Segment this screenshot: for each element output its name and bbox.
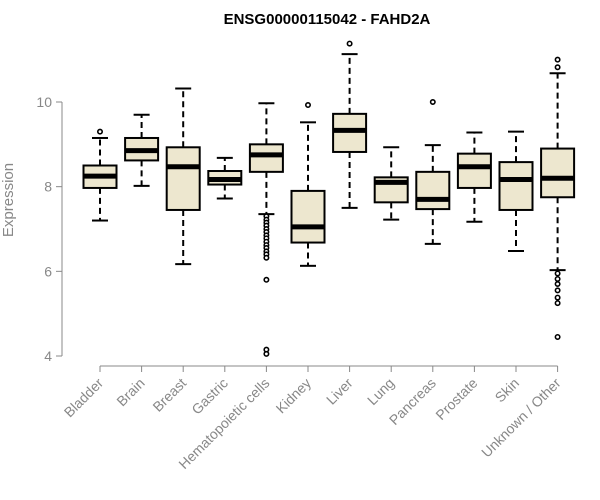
- box-breast: [165, 87, 201, 266]
- box-gastric: [207, 156, 243, 200]
- box-skin: [498, 130, 534, 253]
- x-tick-label: Brain: [113, 375, 147, 409]
- x-tick-label: Liver: [323, 375, 356, 408]
- iqr-box: [332, 112, 368, 153]
- outlier-point: [263, 254, 270, 261]
- outlier-point: [554, 275, 561, 282]
- box-kidney: [290, 101, 326, 267]
- outlier-point: [429, 99, 436, 106]
- iqr-box: [290, 189, 326, 244]
- outlier-point: [554, 56, 561, 63]
- box-prostate: [456, 131, 492, 223]
- chart-title: ENSG00000115042 - FAHD2A: [224, 11, 431, 28]
- outlier-point: [554, 64, 561, 71]
- iqr-box: [540, 147, 576, 199]
- box-liver: [332, 40, 368, 209]
- x-tick-label: Lung: [364, 375, 397, 408]
- y-tick-label: 6: [44, 263, 52, 279]
- iqr-box: [456, 152, 492, 189]
- outlier-point: [263, 276, 270, 283]
- y-tick-label: 10: [36, 94, 52, 110]
- x-tick-label: Skin: [492, 375, 523, 406]
- y-axis: 4 6 8 10: [36, 94, 63, 364]
- box-lung: [373, 146, 409, 221]
- outlier-point: [554, 287, 561, 294]
- y-axis-label: Expression: [0, 163, 17, 237]
- x-tick-label: Prostate: [432, 375, 480, 423]
- outlier-point: [346, 40, 353, 47]
- y-tick-label: 8: [44, 179, 52, 195]
- plot-area: [82, 40, 576, 357]
- iqr-box: [165, 146, 201, 211]
- iqr-box: [248, 143, 284, 173]
- box-bladder: [82, 128, 118, 222]
- outlier-point: [554, 300, 561, 307]
- outlier-point: [554, 281, 561, 288]
- iqr-box: [415, 170, 451, 211]
- x-tick-label: Kidney: [273, 375, 315, 417]
- box-pancreas: [415, 99, 451, 245]
- x-tick-label: Bladder: [61, 375, 107, 421]
- box-brain: [124, 113, 160, 187]
- x-tick-label: Unknown / Other: [478, 375, 564, 461]
- outlier-point: [554, 270, 561, 277]
- outlier-point: [97, 128, 104, 135]
- box-unknown-other: [540, 56, 576, 340]
- outlier-point: [554, 294, 561, 301]
- y-tick-label: 4: [44, 348, 52, 364]
- box-hematopoietic-cells: [248, 102, 284, 357]
- iqr-box: [498, 161, 534, 211]
- outlier-point: [554, 333, 561, 340]
- x-tick-label: Breast: [149, 375, 189, 415]
- outlier-point: [263, 350, 270, 357]
- outlier-point: [304, 101, 311, 108]
